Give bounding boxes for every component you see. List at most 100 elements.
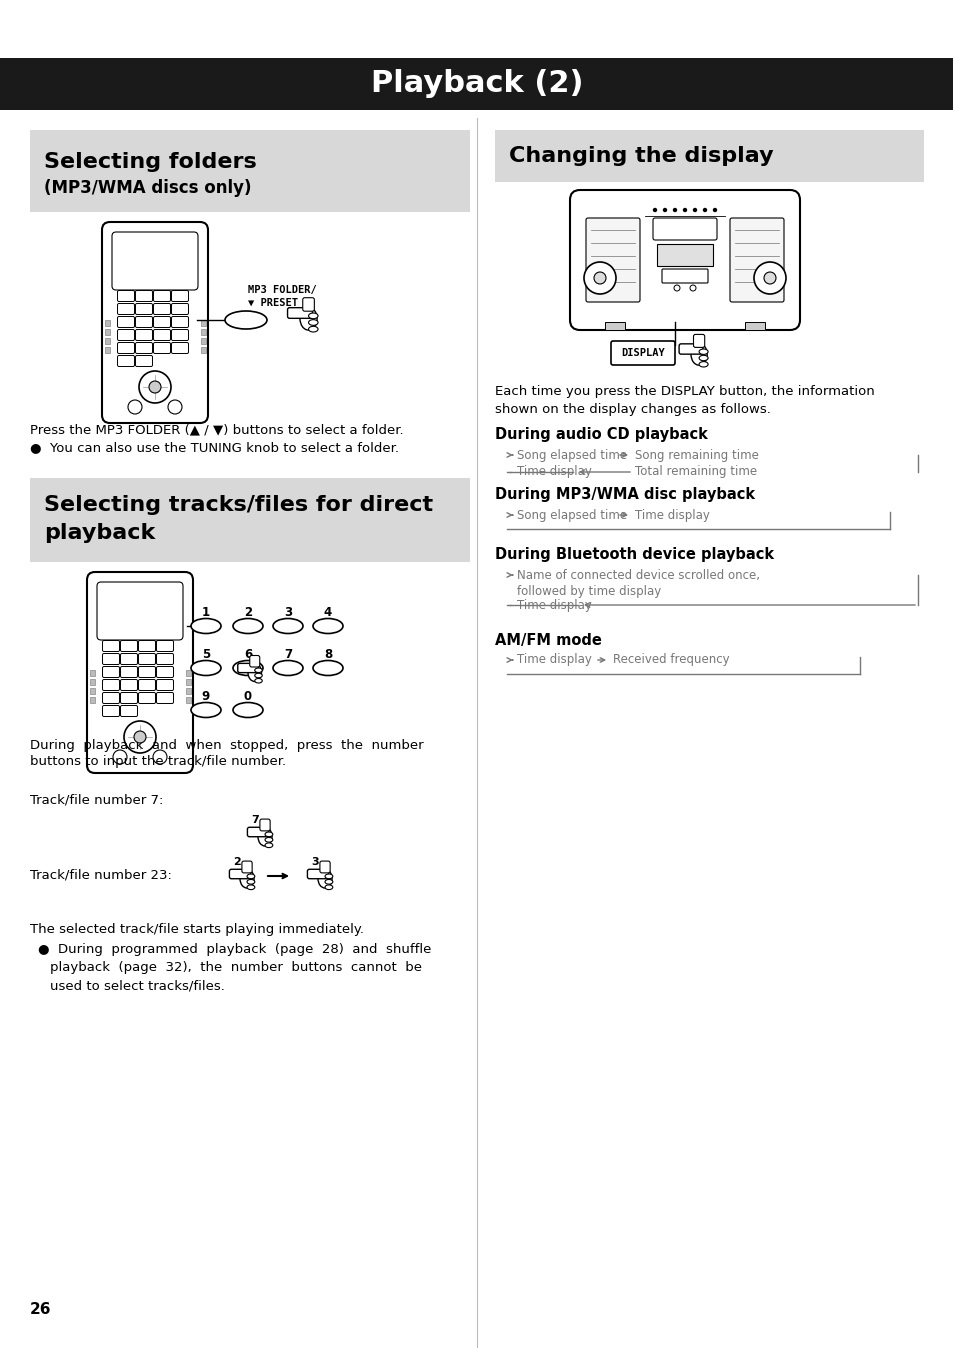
Text: 2: 2 — [233, 857, 240, 867]
FancyBboxPatch shape — [153, 342, 171, 353]
Ellipse shape — [233, 702, 263, 717]
FancyBboxPatch shape — [97, 582, 183, 640]
Ellipse shape — [191, 619, 221, 634]
Text: Received frequency: Received frequency — [613, 654, 729, 666]
Ellipse shape — [247, 879, 254, 884]
Bar — [201, 329, 206, 336]
Ellipse shape — [273, 661, 303, 675]
Circle shape — [673, 284, 679, 291]
FancyBboxPatch shape — [120, 679, 137, 690]
FancyBboxPatch shape — [229, 869, 251, 879]
Text: During  playback  and  when  stopped,  press  the  number: During playback and when stopped, press … — [30, 739, 423, 751]
Bar — [201, 338, 206, 344]
FancyBboxPatch shape — [156, 666, 173, 678]
Text: Press the MP3 FOLDER (▲ / ▼) buttons to select a folder.: Press the MP3 FOLDER (▲ / ▼) buttons to … — [30, 423, 403, 437]
Ellipse shape — [699, 361, 707, 367]
FancyBboxPatch shape — [156, 679, 173, 690]
Text: Track/file number 7:: Track/file number 7: — [30, 794, 163, 806]
Text: MP3 FOLDER/: MP3 FOLDER/ — [248, 284, 316, 295]
Ellipse shape — [254, 678, 262, 683]
Text: Song remaining time: Song remaining time — [635, 449, 758, 461]
Bar — [90, 679, 95, 685]
FancyBboxPatch shape — [153, 291, 171, 302]
Bar — [105, 329, 110, 336]
Text: ●  During  programmed  playback  (page  28)  and  shuffle: ● During programmed playback (page 28) a… — [38, 944, 431, 957]
Text: Playback (2): Playback (2) — [371, 70, 582, 98]
Text: playback  (page  32),  the  number  buttons  cannot  be: playback (page 32), the number buttons c… — [50, 961, 421, 975]
FancyBboxPatch shape — [242, 861, 252, 874]
Text: Selecting folders: Selecting folders — [44, 152, 256, 173]
Text: Total remaining time: Total remaining time — [635, 465, 757, 479]
FancyBboxPatch shape — [102, 693, 119, 704]
FancyBboxPatch shape — [135, 356, 152, 367]
FancyBboxPatch shape — [156, 693, 173, 704]
FancyBboxPatch shape — [102, 679, 119, 690]
Text: Name of connected device scrolled once,: Name of connected device scrolled once, — [517, 569, 760, 581]
Circle shape — [763, 272, 775, 284]
Circle shape — [693, 209, 696, 212]
Bar — [30, 479, 470, 562]
Bar — [186, 687, 191, 694]
Text: buttons to input the track/file number.: buttons to input the track/file number. — [30, 755, 286, 768]
FancyBboxPatch shape — [138, 693, 155, 704]
FancyBboxPatch shape — [135, 317, 152, 328]
Ellipse shape — [308, 319, 317, 325]
Bar — [201, 319, 206, 326]
FancyBboxPatch shape — [153, 329, 171, 341]
FancyBboxPatch shape — [117, 329, 134, 341]
Circle shape — [673, 209, 676, 212]
Ellipse shape — [325, 879, 333, 884]
Text: 3: 3 — [311, 857, 318, 867]
Ellipse shape — [699, 356, 707, 361]
FancyBboxPatch shape — [102, 640, 119, 651]
Bar — [201, 346, 206, 353]
Ellipse shape — [299, 307, 316, 330]
Circle shape — [653, 209, 656, 212]
Bar — [30, 129, 470, 212]
Ellipse shape — [690, 344, 706, 365]
Ellipse shape — [313, 619, 343, 634]
Bar — [0, 58, 953, 111]
Circle shape — [682, 209, 686, 212]
FancyBboxPatch shape — [138, 640, 155, 651]
Text: 9: 9 — [202, 689, 210, 702]
Text: Each time you press the DISPLAY button, the information: Each time you press the DISPLAY button, … — [495, 386, 874, 399]
FancyBboxPatch shape — [652, 218, 717, 240]
Ellipse shape — [191, 702, 221, 717]
FancyBboxPatch shape — [120, 705, 137, 717]
Text: 4: 4 — [323, 605, 332, 619]
FancyBboxPatch shape — [585, 218, 639, 302]
Text: During Bluetooth device playback: During Bluetooth device playback — [495, 547, 773, 562]
Text: Song elapsed time: Song elapsed time — [517, 508, 626, 522]
Ellipse shape — [265, 837, 273, 842]
FancyBboxPatch shape — [102, 222, 208, 423]
FancyBboxPatch shape — [138, 666, 155, 678]
Circle shape — [139, 371, 171, 403]
Text: During MP3/WMA disc playback: During MP3/WMA disc playback — [495, 488, 755, 503]
FancyBboxPatch shape — [102, 666, 119, 678]
Text: Track/file number 23:: Track/file number 23: — [30, 868, 172, 882]
Ellipse shape — [265, 832, 273, 837]
FancyBboxPatch shape — [120, 654, 137, 665]
Circle shape — [594, 272, 605, 284]
Circle shape — [128, 400, 142, 414]
Text: Song elapsed time: Song elapsed time — [517, 449, 626, 461]
Bar — [105, 338, 110, 344]
Text: 1: 1 — [202, 605, 210, 619]
FancyBboxPatch shape — [661, 270, 707, 283]
Text: ●  You can also use the TUNING knob to select a folder.: ● You can also use the TUNING knob to se… — [30, 442, 398, 454]
FancyBboxPatch shape — [112, 232, 198, 290]
Text: ▼ PRESET ▲: ▼ PRESET ▲ — [248, 298, 310, 307]
Text: Changing the display: Changing the display — [509, 146, 773, 166]
Text: (MP3/WMA discs only): (MP3/WMA discs only) — [44, 179, 252, 197]
FancyBboxPatch shape — [172, 329, 189, 341]
Ellipse shape — [225, 311, 267, 329]
Text: 2: 2 — [244, 605, 252, 619]
Text: DISPLAY: DISPLAY — [620, 348, 664, 359]
Ellipse shape — [233, 619, 263, 634]
Ellipse shape — [191, 661, 221, 675]
Text: 7: 7 — [251, 816, 258, 825]
Ellipse shape — [254, 673, 262, 678]
Text: shown on the display changes as follows.: shown on the display changes as follows. — [495, 403, 770, 415]
Ellipse shape — [325, 884, 333, 890]
